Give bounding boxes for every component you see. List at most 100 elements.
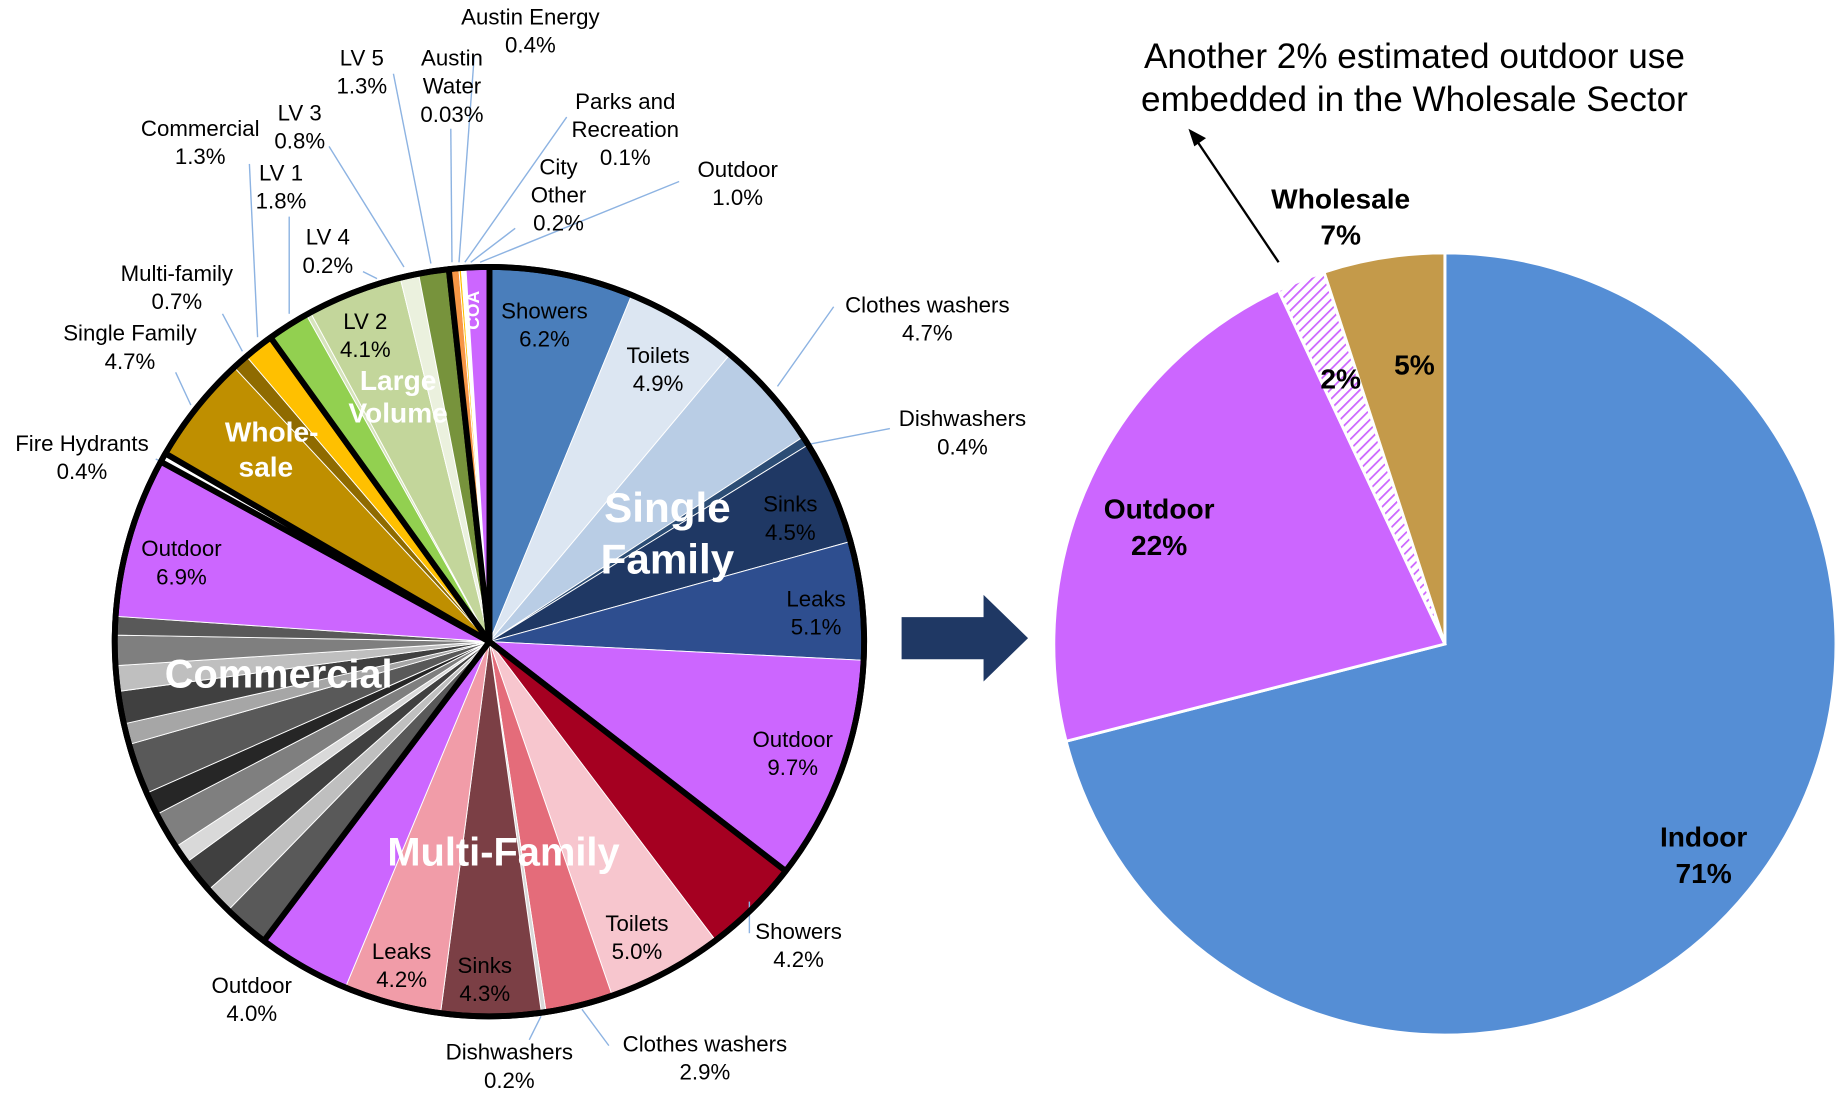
slice-value: 0.4% [937,435,988,461]
slice-value: 1.8% [255,189,307,215]
leader-line [464,116,568,263]
leader-line [221,313,243,352]
slice-label: Outdoor 1.0% [679,157,796,213]
transition-arrow [901,594,1029,682]
slice-name: Showers [755,920,842,945]
leader-line [392,73,432,264]
slice-value: 0.8% [274,129,326,155]
slice-value: 0.2% [302,254,354,279]
group-label: Multi-Family [387,830,620,875]
slice-value: 9.7% [767,756,819,781]
group-value: 7% [1320,220,1361,252]
group-label: Whole-sale [224,416,319,484]
annotation-arrow [1195,139,1280,263]
slice-label: Single Family 4.7% [42,321,218,377]
slice-value: 0.2% [533,211,584,237]
group-label: Wholesale 7% [1224,181,1458,254]
slice-value: 4.1% [339,338,391,363]
slice-name: City Other [530,155,587,209]
slice-label: Sinks 4.3% [438,953,532,1009]
slice-value: 71% [1675,858,1732,890]
slice-name: Clothes washers [845,293,1010,319]
slice-value: 22% [1131,530,1188,563]
slice-name: LV 4 [305,225,350,251]
slice-label: Clothes washers 4.7% [822,293,1033,349]
slice-label: Austin Energy 0.4% [437,5,624,61]
slice-value: 0.2% [483,1069,535,1094]
slice-name: Leaks [371,940,432,965]
slice-name: Multi-family [120,262,234,287]
slice-label: Leaks 4.2% [355,939,449,995]
slice-value: 4.9% [632,372,684,397]
slice-name: Commercial [140,117,260,142]
slice-value: 1.0% [712,186,764,211]
slice-name: Outdoor [211,974,292,999]
slice-value: 0.03% [420,103,484,128]
slice-label: City Other 0.2% [523,155,593,239]
slice-value: 0.1% [599,146,651,171]
annotation: Another 2% estimated outdoor use embedde… [1141,37,1688,120]
group-label: COA [463,290,483,329]
slice-name: Single Family [63,321,197,347]
slice-value: 2% [1320,364,1361,396]
slice-label: Clothes washers 2.9% [600,1032,811,1088]
leader-line [528,1016,542,1041]
slice-label: LV 5 1.3% [327,46,397,102]
slice-name: LV 2 [343,310,388,335]
leader-line [805,427,891,446]
pie-slice [1052,288,1447,744]
slice-value: 4.3% [459,982,511,1007]
annotation-arrowhead [1188,128,1207,147]
slice-name: Showers [501,299,588,325]
slice-value: 0.4% [505,33,556,59]
slice-label: Toilets 5.0% [578,911,695,967]
slice-label: Showers 4.2% [740,919,857,975]
group-label: Large Volume [348,365,448,430]
leader-line [328,145,405,268]
slice-name: Clothes washers [622,1032,788,1058]
slice-name: Austin Water [421,46,483,100]
slice-label: Outdoor 22% [1066,492,1253,565]
slice-name: Dishwashers [898,407,1027,433]
group-label: Single Family [600,483,735,584]
slice-name: Indoor [1659,821,1748,854]
leader-line [470,227,516,263]
slice-name: LV 3 [277,101,322,127]
pie-outline [111,264,868,1020]
leader-line [458,56,475,263]
slice-value: 6.2% [519,327,570,353]
slice-name: Outdoor [141,537,222,563]
slice-name: Outdoor [697,158,778,183]
slice-value: 2.9% [679,1060,731,1086]
slice-label: LV 3 0.8% [265,101,335,157]
group-label: Commercial [164,652,393,697]
slice-label: Toilets 4.9% [588,343,729,399]
slice-label: Multi-family 0.7% [101,261,253,317]
leader-line [581,1008,610,1047]
slice-value: 6.9% [156,565,207,591]
slice-name: Outdoor [1103,494,1215,526]
slice-value: 0.7% [151,290,203,315]
slice-label: 2% [1247,362,1434,398]
slice-label: Parks and Recreation 0.1% [561,89,690,173]
slice-label: Dishwashers 0.4% [881,406,1045,462]
slice-name: Fire Hydrants [15,432,149,457]
leader-line [248,163,259,338]
group-name: Wholesale [1271,183,1411,216]
slice-name: Sinks [457,954,512,979]
slice-label: LV 4 0.2% [293,225,363,281]
slice-name: Toilets [605,912,669,937]
left-pie: COA [111,56,891,1047]
slice-value: 4.2% [773,948,824,974]
slice-value: 1.3% [336,74,388,100]
slice-label: Sinks 4.5% [744,492,838,548]
leader-line [479,180,680,263]
slice-label: LV 1 1.8% [246,160,316,216]
slice-name: Dishwashers [445,1040,574,1066]
slice-name: LV 5 [339,46,384,72]
slice-value: 5% [1394,350,1435,382]
slice-label: Commercial 1.3% [124,116,276,172]
slice-label: Outdoor 6.9% [123,536,240,592]
right-pie [1052,251,1836,1037]
